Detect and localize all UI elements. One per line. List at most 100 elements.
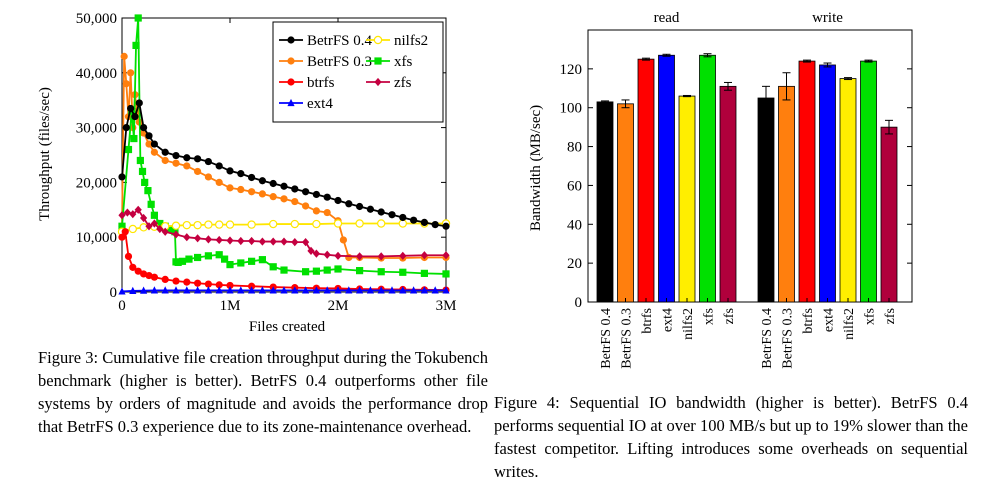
chart4-xtick-label: xfs (702, 308, 717, 325)
data-point (204, 252, 212, 260)
bar (678, 95, 696, 303)
data-point (237, 236, 245, 246)
chart4-xtick-label: nilfs2 (842, 308, 857, 340)
data-point (312, 190, 320, 199)
data-point (194, 234, 202, 243)
bar (617, 103, 634, 303)
chart3-series-ext4 (118, 286, 450, 295)
data-point (345, 200, 353, 208)
data-point (399, 213, 407, 222)
data-point (194, 279, 202, 287)
data-point (145, 271, 153, 280)
data-point (130, 134, 138, 143)
data-point (128, 224, 138, 234)
legend-label: ext4 (307, 96, 333, 112)
data-point (237, 259, 245, 267)
data-point (377, 268, 385, 276)
data-point (323, 193, 331, 201)
data-point (124, 252, 133, 260)
data-point (226, 281, 234, 290)
bar (699, 54, 716, 303)
data-point (122, 80, 130, 88)
data-point (374, 57, 382, 65)
data-point (334, 196, 342, 205)
data-point (366, 205, 374, 213)
data-point (431, 286, 439, 294)
data-point (120, 52, 128, 60)
data-point (323, 250, 331, 259)
data-point (121, 228, 129, 236)
data-point (268, 219, 278, 229)
chart3-ytick-label: 10,000 (76, 230, 117, 246)
data-point (183, 278, 191, 286)
data-point (269, 237, 277, 246)
data-point (247, 220, 256, 229)
data-point (280, 182, 288, 190)
data-point (258, 190, 266, 198)
data-point (131, 113, 139, 121)
chart3-ytick-label: 40,000 (76, 66, 117, 82)
data-point (442, 222, 450, 230)
legend-item: zfs (366, 75, 412, 91)
data-point (287, 78, 295, 86)
data-point (248, 286, 256, 294)
legend-item: xfs (366, 54, 412, 70)
data-point (215, 251, 223, 259)
data-point (442, 286, 450, 294)
legend-label: BetrFS 0.4 (307, 33, 373, 49)
bar (839, 78, 857, 303)
data-point (345, 286, 353, 294)
data-point (135, 99, 143, 107)
data-point (323, 266, 331, 274)
data-point (185, 255, 193, 263)
data-point (287, 36, 295, 44)
data-point (150, 211, 158, 219)
data-point (355, 219, 364, 228)
chart4-ytick-label: 120 (560, 62, 583, 78)
data-point (374, 77, 382, 87)
chart4-group-label: read (654, 10, 680, 26)
data-point (172, 277, 180, 285)
legend-item: ext4 (279, 96, 333, 112)
data-point (302, 286, 310, 294)
chart4-xtick-label: BetrFS 0.3 (781, 308, 796, 369)
data-point (150, 219, 158, 228)
data-point (280, 266, 288, 274)
data-point (156, 224, 164, 234)
bar (596, 101, 614, 303)
bar (637, 58, 655, 303)
data-point (334, 251, 342, 260)
data-point (420, 286, 428, 294)
data-point (161, 286, 169, 294)
data-point (174, 258, 182, 267)
figure-3-line-chart: 0 10,000 20,000 30,000 40,000 50,000 0 1M 2M 3M Be… (37, 11, 456, 335)
data-point (237, 286, 245, 294)
data-point (248, 257, 256, 265)
data-point (171, 221, 181, 230)
data-point (226, 167, 234, 175)
data-point (410, 216, 418, 224)
chart3-ytick-label: 0 (110, 285, 118, 301)
chart4-xtick-label: ext4 (661, 308, 676, 332)
data-point (248, 282, 256, 290)
data-point (420, 251, 428, 260)
data-point (280, 237, 288, 246)
chart3-xtick-label: 0 (118, 298, 126, 314)
chart4-xtick-label: btrfs (801, 308, 816, 334)
data-point (377, 286, 385, 294)
data-point (356, 286, 364, 294)
bar (757, 97, 775, 303)
data-point (156, 219, 164, 228)
data-point (280, 286, 288, 294)
data-point (269, 263, 277, 271)
data-point (226, 286, 234, 294)
chart4-xtick-label: btrfs (640, 308, 655, 334)
data-point (194, 155, 202, 163)
chart4-group-write: write BetrFS 0.4 BetrFS 0.3 btrfs ext4 nilfs2… (757, 10, 898, 369)
bar (719, 85, 737, 303)
data-point (118, 173, 126, 181)
data-point (302, 268, 310, 276)
data-point (291, 185, 299, 193)
figure-4-caption: Figure 4: Sequential IO bandwidth (highe… (494, 393, 968, 481)
data-point (339, 236, 347, 244)
